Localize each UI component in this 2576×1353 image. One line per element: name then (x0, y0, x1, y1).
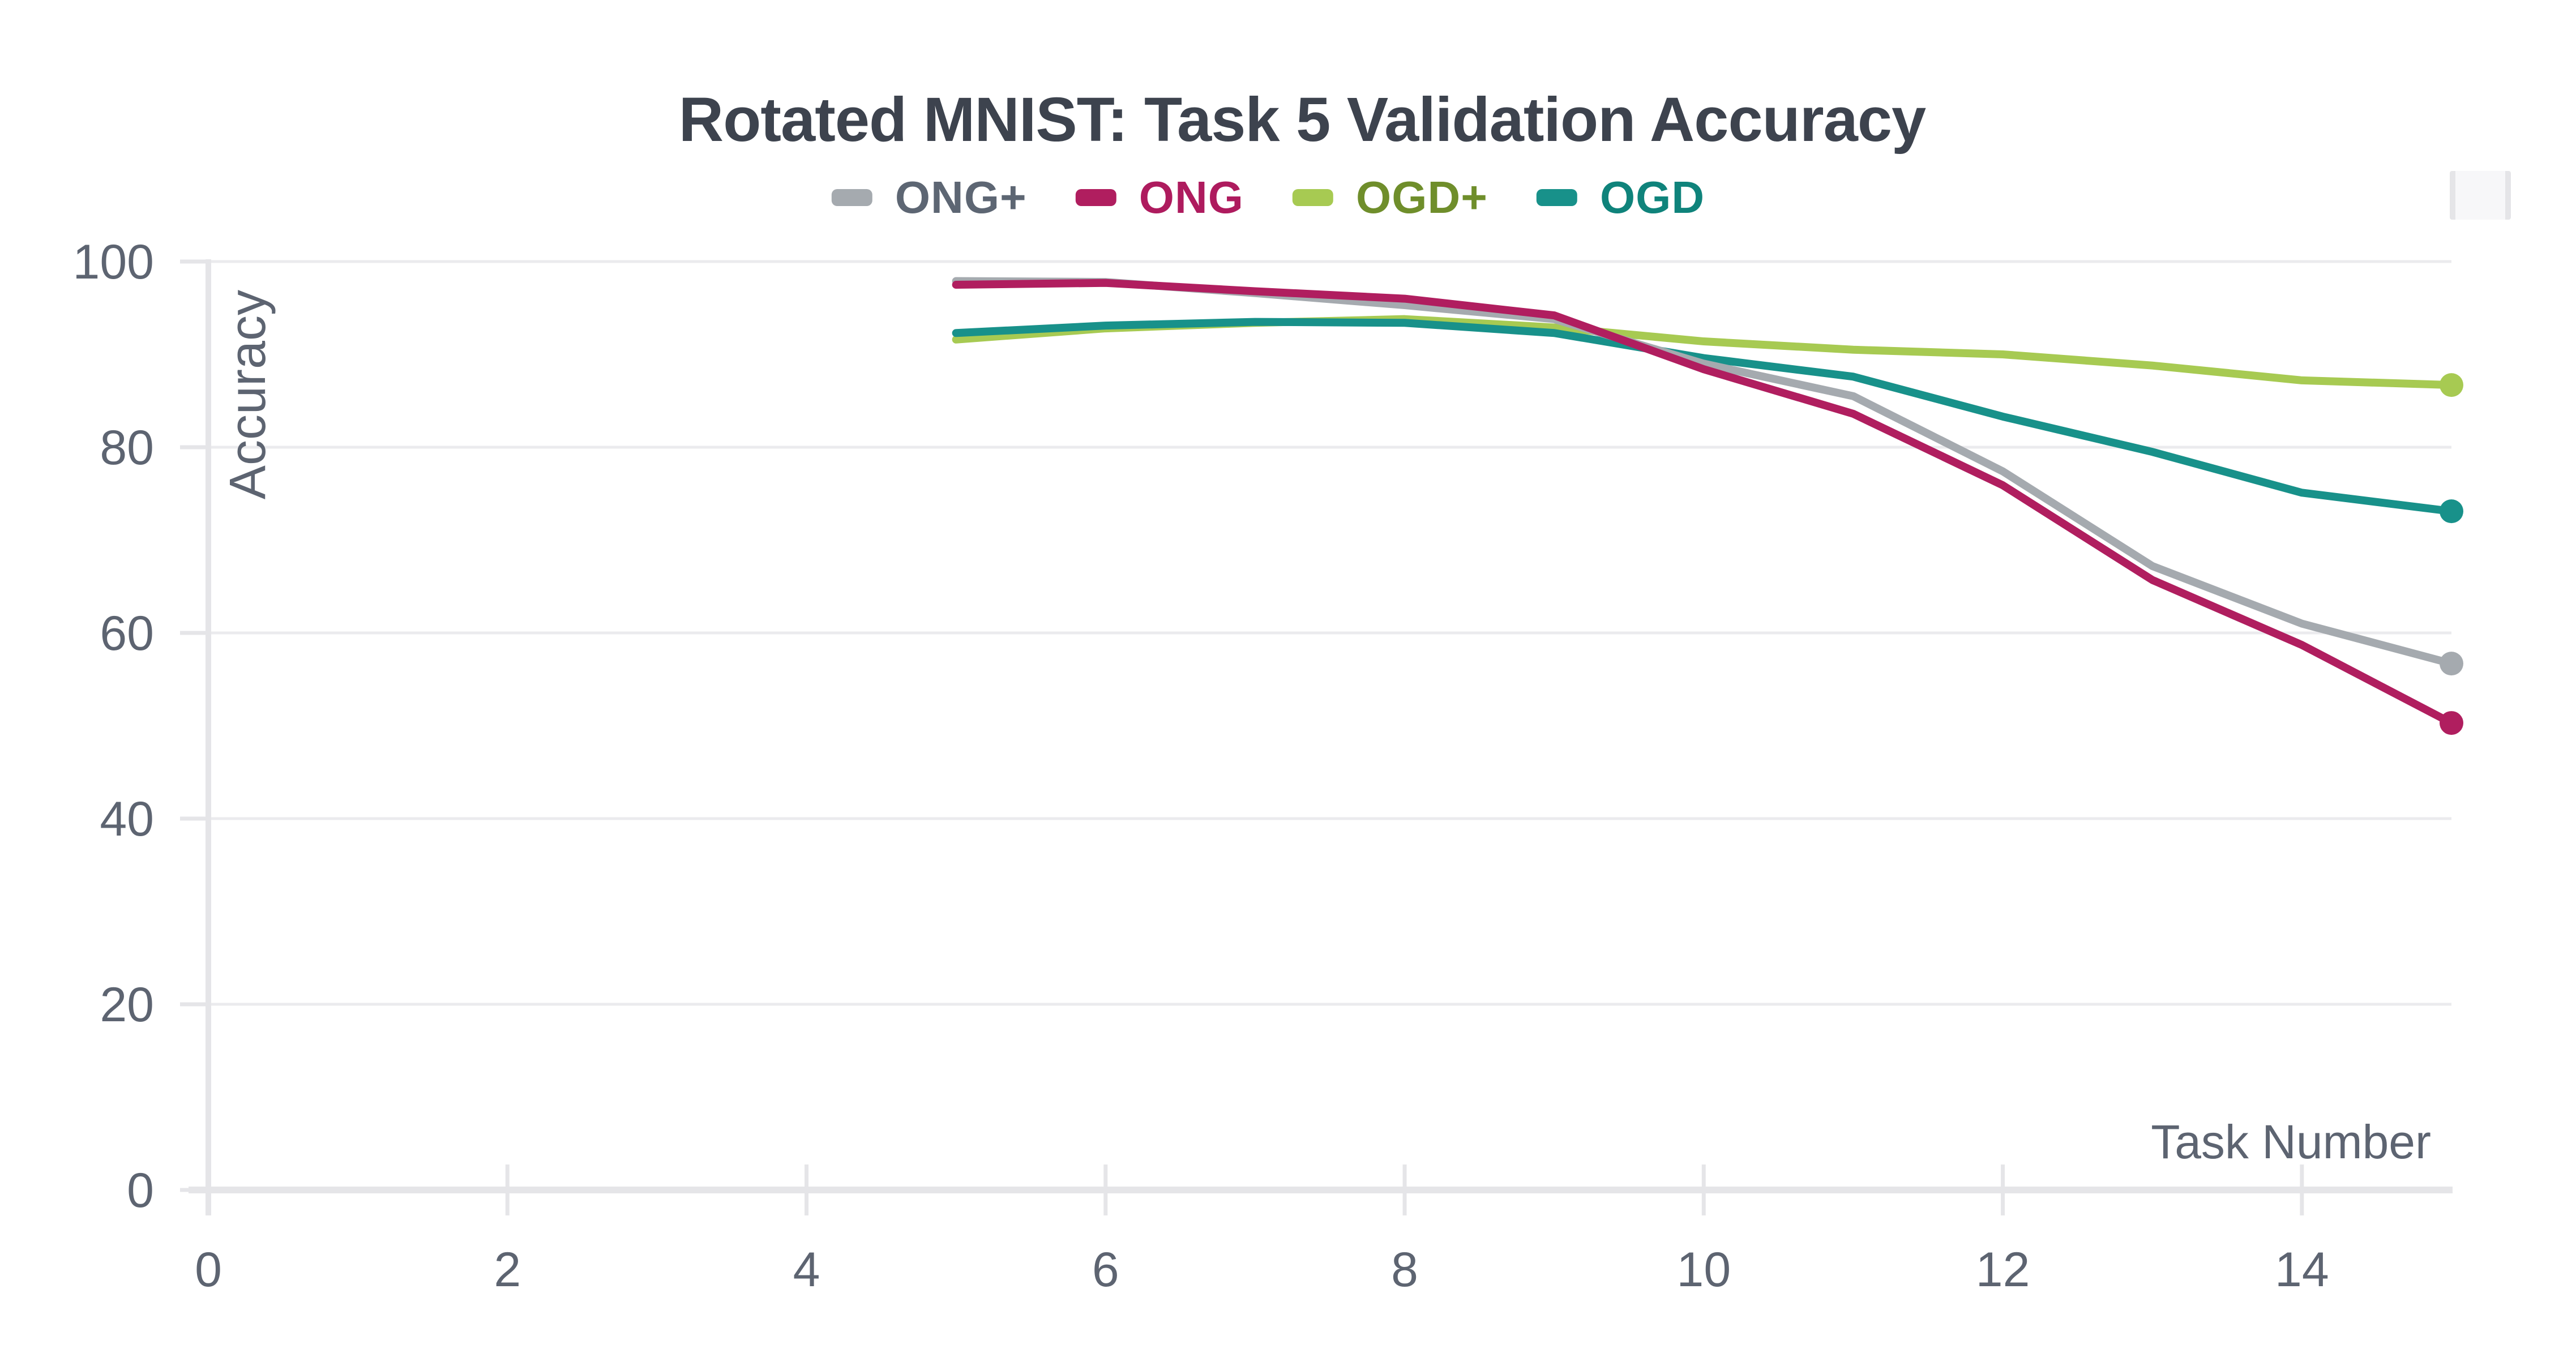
legend-label-ogd-plus: OGD+ (1356, 172, 1488, 222)
y-tick-label-20: 20 (100, 978, 154, 1032)
legend-swatch-ong-plus-icon (831, 189, 872, 206)
y-tick-label-0: 0 (127, 1163, 154, 1218)
x-tick-label-0: 0 (195, 1243, 222, 1297)
y-tick-label-100: 100 (73, 235, 155, 289)
y-axis-title: Accuracy (220, 290, 276, 499)
plot-area[interactable] (208, 262, 2451, 1190)
legend: ONG+ ONG OGD+ OGD (831, 172, 1705, 224)
series-endpoint-OGD+ (2440, 373, 2463, 397)
legend-label-ong: ONG (1139, 172, 1244, 222)
series-line-OGD (952, 318, 2455, 516)
y-tick-label-60: 60 (100, 606, 154, 661)
x-tick-label-8: 8 (1391, 1243, 1418, 1297)
x-tick-label-10: 10 (1676, 1243, 1731, 1297)
x-tick-label-4: 4 (793, 1243, 820, 1297)
modebar-button[interactable] (2450, 171, 2511, 220)
legend-item-ong[interactable]: ONG (1075, 172, 1244, 224)
legend-swatch-ogd-icon (1536, 189, 1577, 206)
legend-label-ong-plus: ONG+ (895, 172, 1027, 222)
series-line-ONG (952, 279, 2455, 727)
x-tick-label-6: 6 (1092, 1243, 1119, 1297)
legend-swatch-ogd-plus-icon (1293, 189, 1333, 206)
x-tick-label-12: 12 (1976, 1243, 2030, 1297)
series-endpoint-ONG (2440, 711, 2463, 735)
chart-title: Rotated MNIST: Task 5 Validation Accurac… (678, 85, 1926, 155)
y-tick-label-80: 80 (100, 421, 154, 475)
legend-label-ogd: OGD (1599, 172, 1705, 222)
legend-item-ong-plus[interactable]: ONG+ (831, 172, 1027, 224)
legend-item-ogd-plus[interactable]: OGD+ (1293, 172, 1488, 224)
x-axis-title: Task Number (2151, 1115, 2431, 1168)
legend-swatch-ong-icon (1075, 189, 1116, 206)
x-tick-label-14: 14 (2275, 1243, 2329, 1297)
x-tick-label-2: 2 (494, 1243, 521, 1297)
legend-item-ogd[interactable]: OGD (1536, 172, 1705, 224)
series-endpoint-ONG+ (2440, 652, 2463, 676)
series-endpoint-OGD (2440, 499, 2463, 524)
y-tick-label-40: 40 (100, 792, 154, 846)
